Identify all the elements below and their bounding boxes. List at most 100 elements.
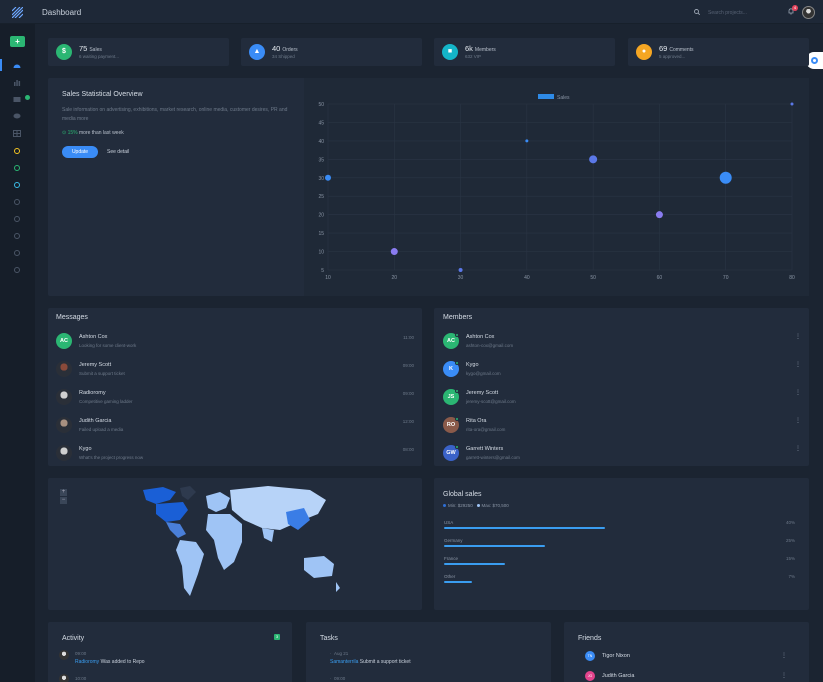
message-row[interactable]: AC Ashton Cox Looking for some client-work…	[56, 330, 414, 358]
scatter-point[interactable]	[655, 211, 663, 219]
member-row[interactable]: AC Ashton Cox ashton-cox@gmail.com ⋮	[443, 330, 801, 358]
scatter-point[interactable]	[790, 102, 794, 106]
overview-title: Sales Statistical Overview	[62, 91, 143, 98]
message-row[interactable]: Kygo What's the project progress now 08:00	[56, 442, 414, 470]
message-row[interactable]: Judith Garcia Failed upload a media 12:00	[56, 414, 414, 442]
x-tick-label: 50	[590, 275, 596, 281]
stat-sub: 6 waiting payment...	[79, 54, 120, 59]
activity-desc: Was added to Repo	[100, 659, 145, 665]
task-date: 09:00	[334, 676, 346, 681]
scatter-point[interactable]	[390, 248, 398, 256]
sidebar-item-ring[interactable]	[14, 250, 20, 256]
activity-who[interactable]: Radioromy	[75, 659, 100, 665]
stat-sub: 632 VIP	[465, 54, 482, 59]
member-row[interactable]: JS Jeremy Scott jeremy-scott@gmail.com ⋮	[443, 386, 801, 414]
zoom-in-button[interactable]: +	[60, 489, 67, 496]
scatter-point[interactable]	[589, 155, 598, 164]
search-input[interactable]	[708, 8, 778, 17]
more-options-icon[interactable]: ⋮	[795, 362, 801, 368]
message-row[interactable]: Radioromy Competitive gaming ladder 09:00	[56, 386, 414, 414]
country-percent: 25%	[785, 538, 795, 543]
progress-fill	[444, 581, 473, 583]
sidebar-item-table-icon[interactable]	[13, 130, 21, 137]
member-name: Jeremy Scott	[466, 390, 499, 396]
world-map-card: + −	[48, 478, 422, 610]
update-button[interactable]: Update	[62, 146, 98, 158]
sidebar-item-ring[interactable]	[14, 216, 20, 222]
comment-icon: ●	[636, 44, 652, 60]
scatter-point[interactable]	[458, 268, 463, 272]
member-name: Ashton Cox	[466, 334, 495, 340]
zoom-out-button[interactable]: −	[60, 497, 67, 504]
global-sales-legend: Min: $29250 Max: $70,500	[443, 503, 509, 508]
scatter-point[interactable]	[525, 139, 529, 143]
member-name: Garrett Winters	[466, 446, 504, 452]
search-icon[interactable]	[694, 9, 700, 15]
scatter-point[interactable]	[325, 174, 331, 181]
country-percent: 7%	[788, 574, 795, 579]
stat-card-comments: ● 69 Comments 5 approved...	[628, 38, 809, 66]
sidebar-item-ring[interactable]	[14, 267, 20, 273]
sidebar-item-ring-yellow[interactable]	[14, 148, 20, 154]
progress-track	[444, 527, 795, 529]
country-name: France	[444, 556, 459, 561]
country-name: Germany	[444, 538, 463, 543]
stat-label: Orders	[282, 47, 298, 53]
overview-change: ⊙ 15% more than last week	[62, 130, 124, 136]
members-title: Members	[443, 314, 473, 321]
stat-card-orders: ▲ 40 Orders 34 Shipped	[241, 38, 422, 66]
sidebar-item-chart-icon[interactable]	[13, 79, 21, 86]
map-region-greenland	[180, 486, 196, 500]
sidebar-item-chat-icon[interactable]	[13, 113, 21, 120]
progress-fill	[444, 545, 545, 547]
sidebar-item-dashboard-icon[interactable]	[13, 62, 21, 69]
map-region-australia	[304, 556, 334, 578]
member-avatar: GW	[443, 445, 459, 461]
country-percent: 15%	[785, 556, 795, 561]
sidebar-item-ring-green[interactable]	[14, 165, 20, 171]
more-options-icon[interactable]: ⋮	[795, 446, 801, 452]
member-row[interactable]: RO Rita Ora rita-ora@gmail.com ⋮	[443, 414, 801, 442]
friend-name[interactable]: Judith Garcia	[602, 673, 635, 679]
message-avatar	[56, 361, 72, 377]
scatter-point[interactable]	[719, 171, 732, 184]
x-tick-label: 20	[392, 275, 398, 281]
task-who[interactable]: Samanterrila	[330, 659, 359, 665]
member-row[interactable]: GW Garrett Winters garrett-winters@gmail.c…	[443, 442, 801, 470]
more-options-icon[interactable]: ⋮	[795, 390, 801, 396]
friend-name[interactable]: Tigor Nixon	[602, 653, 630, 659]
member-email: rita-ora@gmail.com	[466, 427, 506, 432]
more-options-icon[interactable]: ⋮	[795, 334, 801, 340]
message-sender: Ashton Cox	[79, 334, 108, 340]
add-button[interactable]: +	[10, 36, 25, 47]
message-row[interactable]: Jeremy Scott Submit a support ticket 09:00	[56, 358, 414, 386]
member-row[interactable]: K Kygo kygo@gmail.com ⋮	[443, 358, 801, 386]
more-options-icon[interactable]: ⋮	[795, 418, 801, 424]
sidebar-item-ring[interactable]	[14, 199, 20, 205]
sidebar	[0, 24, 35, 682]
map-region-india	[262, 528, 274, 542]
online-status-dot	[455, 361, 459, 365]
sidebar-item-ring-cyan[interactable]	[14, 182, 20, 188]
settings-tab[interactable]	[806, 52, 823, 69]
sidebar-item-mail-icon[interactable]	[13, 96, 21, 103]
online-status-dot	[455, 333, 459, 337]
legend-max-dot	[476, 504, 480, 508]
see-detail-link[interactable]: See detail	[107, 149, 130, 155]
sidebar-item-ring[interactable]	[14, 233, 20, 239]
message-avatar: AC	[56, 333, 72, 349]
message-sender: Radioromy	[79, 390, 106, 396]
user-avatar[interactable]	[802, 6, 815, 19]
legend-max: Max: $70,500	[481, 503, 509, 508]
map-region-china	[286, 508, 310, 530]
progress-track	[444, 545, 795, 547]
message-sender: Kygo	[79, 446, 92, 452]
friend-more-icon[interactable]: ⋮	[781, 653, 787, 659]
logo-icon[interactable]	[12, 7, 23, 18]
members-card: Members AC Ashton Cox ashton-cox@gmail.com…	[434, 308, 809, 466]
up-circle-icon: ⊙	[62, 130, 67, 136]
message-time: 12:00	[402, 419, 414, 424]
friend-more-icon[interactable]: ⋮	[781, 673, 787, 679]
change-percent: 15%	[67, 130, 78, 136]
